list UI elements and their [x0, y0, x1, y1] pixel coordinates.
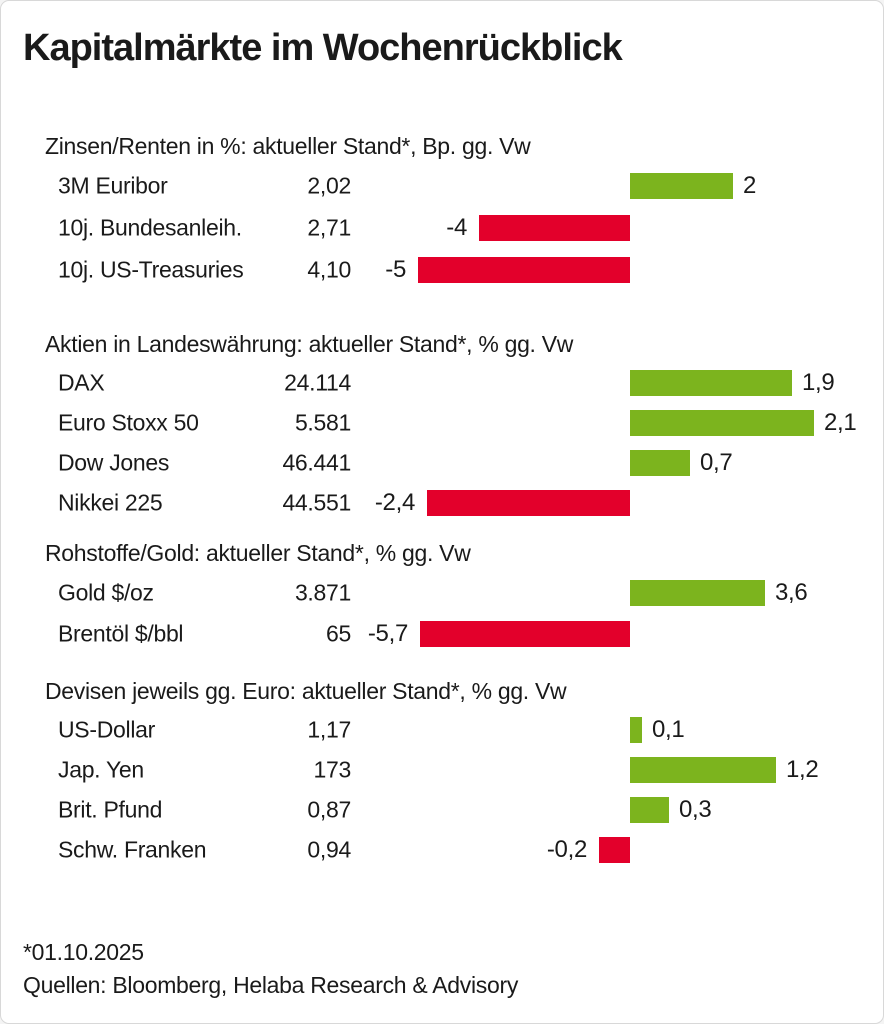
change-label: -2,4	[374, 489, 415, 516]
change-bar	[418, 257, 630, 283]
row-label: 10j. US-Treasuries	[58, 256, 244, 283]
table-row: Dow Jones 46.441 0,7	[1, 443, 883, 483]
change-bar	[630, 797, 669, 823]
level-value: 0,87	[307, 796, 351, 823]
bar-group: -5,7	[368, 620, 630, 648]
bar-group: -2,4	[375, 489, 630, 517]
table-row: 10j. Bundesanleih. 2,71 -4	[1, 207, 883, 249]
bar-group: 1,2	[630, 756, 819, 784]
change-label: 0,3	[679, 796, 712, 823]
change-label: 1,9	[802, 369, 835, 396]
bar-group: -4	[446, 214, 630, 242]
level-value: 4,10	[307, 256, 351, 283]
change-bar	[599, 837, 630, 863]
sources-line: Quellen: Bloomberg, Helaba Research & Ad…	[23, 972, 519, 998]
level-value: 1,17	[307, 716, 351, 743]
change-bar	[630, 173, 733, 199]
table-row: 10j. US-Treasuries 4,10 -5	[1, 249, 883, 291]
row-label: Dow Jones	[58, 449, 170, 476]
bar-group: 2	[630, 172, 756, 200]
row-label: Schw. Franken	[58, 836, 207, 863]
level-value: 2,02	[307, 172, 351, 199]
change-bar	[630, 370, 792, 396]
change-bar	[630, 757, 776, 783]
section-rows-rohstoffe: Gold $/oz 3.871 3,6 Brentöl $/bbl 65 -5,…	[1, 572, 883, 654]
row-label: Euro Stoxx 50	[58, 409, 199, 436]
change-label: -5	[385, 256, 406, 283]
level-value: 173	[313, 756, 352, 783]
section-header-rohstoffe: Rohstoffe/Gold: aktueller Stand*, % gg. …	[45, 540, 471, 566]
level-value: 5.581	[294, 409, 351, 436]
level-value: 0,94	[307, 836, 351, 863]
bar-group: 3,6	[630, 578, 808, 607]
bar-group: 0,7	[630, 449, 733, 477]
level-value: 65	[326, 620, 351, 646]
change-bar	[630, 410, 814, 436]
change-label: -5,7	[367, 619, 408, 647]
table-row: Schw. Franken 0,94 -0,2	[1, 830, 883, 870]
row-label: Brentöl $/bbl	[58, 620, 184, 646]
bar-group: 0,1	[630, 716, 685, 744]
row-label: 3M Euribor	[58, 172, 168, 199]
section-header-aktien: Aktien in Landeswährung: aktueller Stand…	[45, 331, 574, 357]
row-label: Brit. Pfund	[58, 796, 163, 823]
bar-group: 0,3	[630, 796, 712, 824]
page-title: Kapitalmärkte im Wochenrückblick	[23, 27, 623, 69]
table-row: Jap. Yen 173 1,2	[1, 750, 883, 790]
row-label: Nikkei 225	[58, 489, 163, 516]
level-value: 2,71	[307, 214, 351, 241]
row-label: Gold $/oz	[58, 579, 154, 605]
table-row: Euro Stoxx 50 5.581 2,1	[1, 403, 883, 443]
change-label: 0,1	[652, 716, 685, 743]
change-bar	[630, 450, 690, 476]
table-row: US-Dollar 1,17 0,1	[1, 710, 883, 750]
table-row: Brit. Pfund 0,87 0,3	[1, 790, 883, 830]
table-row: Nikkei 225 44.551 -2,4	[1, 483, 883, 523]
section-rows-devisen: US-Dollar 1,17 0,1 Jap. Yen 173 1,2 Brit…	[1, 710, 883, 870]
section-rows-zinsen-renten: 3M Euribor 2,02 2 10j. Bundesanleih. 2,7…	[1, 165, 883, 291]
level-value: 46.441	[282, 449, 351, 476]
change-label: 2,1	[824, 409, 857, 436]
table-row: Brentöl $/bbl 65 -5,7	[1, 613, 883, 654]
bar-group: -5	[385, 256, 630, 284]
table-row: 3M Euribor 2,02 2	[1, 165, 883, 207]
change-bar	[630, 717, 642, 743]
change-bar	[420, 620, 630, 647]
row-label: Jap. Yen	[58, 756, 144, 783]
change-bar	[630, 579, 765, 606]
section-header-zinsen-renten: Zinsen/Renten in %: aktueller Stand*, Bp…	[45, 133, 531, 159]
change-label: 2	[743, 172, 757, 199]
table-row: DAX 24.114 1,9	[1, 363, 883, 403]
section-header-devisen: Devisen jeweils gg. Euro: aktueller Stan…	[45, 678, 567, 704]
change-label: -0,2	[546, 836, 587, 863]
level-value: 44.551	[282, 489, 351, 516]
change-label: 3,6	[775, 578, 808, 606]
section-rows-aktien: DAX 24.114 1,9 Euro Stoxx 50 5.581 2,1 D…	[1, 363, 883, 523]
bar-group: -0,2	[547, 836, 630, 864]
row-label: US-Dollar	[58, 716, 155, 743]
change-label: 1,2	[786, 756, 819, 783]
bar-group: 1,9	[630, 369, 835, 397]
change-bar	[479, 215, 630, 241]
row-label: DAX	[58, 369, 105, 396]
level-value: 3.871	[294, 579, 351, 605]
row-label: 10j. Bundesanleih.	[58, 214, 242, 241]
change-bar	[427, 490, 630, 516]
bar-group: 2,1	[630, 409, 857, 437]
footnote-date: *01.10.2025	[23, 939, 144, 965]
level-value: 24.114	[284, 369, 351, 396]
change-label: 0,7	[700, 449, 733, 476]
change-label: -4	[446, 214, 467, 241]
table-row: Gold $/oz 3.871 3,6	[1, 572, 883, 613]
